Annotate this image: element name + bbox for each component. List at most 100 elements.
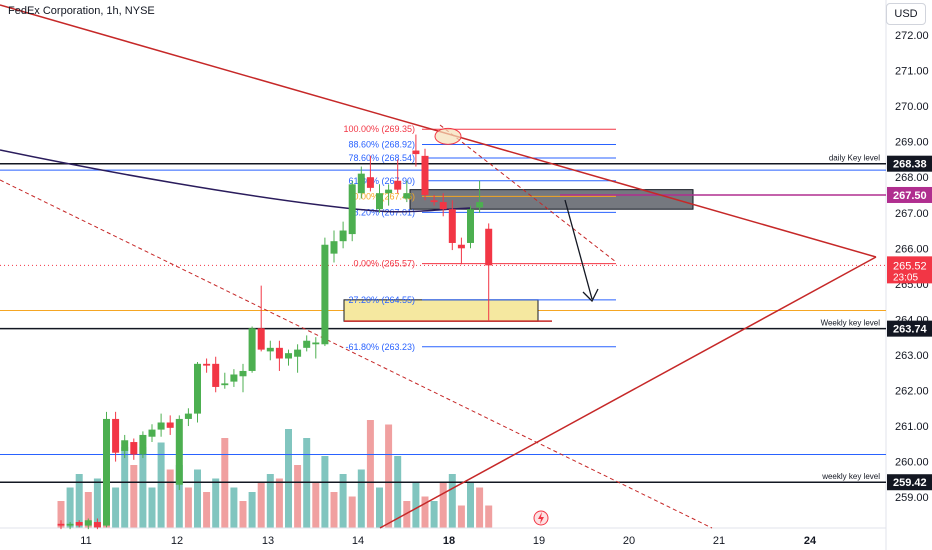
fib-level-label: 78.60% (268.54) xyxy=(348,153,415,163)
candle-body xyxy=(339,230,347,242)
volume-bar xyxy=(230,487,238,528)
time-tick-label: 18 xyxy=(443,535,455,547)
candle-body xyxy=(103,418,110,526)
moving-average-layer xyxy=(0,149,471,213)
candle-body xyxy=(357,173,365,194)
volume-bar xyxy=(175,465,183,528)
volume-bar xyxy=(239,501,247,528)
candle-body xyxy=(230,374,238,382)
candle-body xyxy=(385,189,393,194)
candle-body xyxy=(285,353,292,359)
volume-bar xyxy=(66,487,74,528)
price-tick-label: 259.00 xyxy=(895,492,929,504)
volume-bar xyxy=(376,487,383,528)
volume-bar xyxy=(330,492,338,528)
time-tick-label: 24 xyxy=(804,535,817,547)
volume-bar xyxy=(439,483,447,528)
volume-bar xyxy=(221,438,229,528)
volume-bar xyxy=(203,492,211,528)
candle-body xyxy=(394,180,402,190)
candle-body xyxy=(175,418,183,485)
candle-body xyxy=(457,244,465,249)
volume-bar xyxy=(248,492,256,528)
volume-bar xyxy=(339,474,347,528)
volume-bar xyxy=(57,501,65,528)
volume-bar xyxy=(75,474,83,528)
volume-bar xyxy=(403,501,411,528)
price-axis[interactable]: 259.00260.00261.00262.00263.00264.00265.… xyxy=(887,30,932,504)
volume-bar xyxy=(430,501,438,528)
last-price-label: 265.52 xyxy=(893,260,927,272)
price-tick-label: 269.00 xyxy=(895,137,929,149)
candle-body xyxy=(203,363,211,366)
price-tick-label: 262.00 xyxy=(895,386,929,398)
candle-body xyxy=(184,413,192,419)
price-badge-label: 263.74 xyxy=(893,324,928,336)
time-tick-label: 20 xyxy=(623,535,635,547)
currency-button[interactable]: USD xyxy=(886,3,926,25)
volume-bar xyxy=(412,483,420,528)
candles-layer xyxy=(57,134,493,530)
volume-bar xyxy=(266,474,274,528)
lightning-glyph xyxy=(538,512,544,524)
volume-bar xyxy=(212,478,220,528)
volume-bar xyxy=(130,465,138,528)
candle-body xyxy=(112,418,120,453)
candle-body xyxy=(485,228,493,266)
time-axis[interactable]: 11 12 13 14 18 19 20 21 24 xyxy=(80,535,817,547)
fib-level-label: 38.20% (267.01) xyxy=(348,207,415,217)
candle-body xyxy=(275,347,283,359)
candle-body xyxy=(139,434,147,455)
price-tick-label: 261.00 xyxy=(895,421,929,433)
price-badge-label: 267.50 xyxy=(893,190,927,202)
key-level-label: weekly key level xyxy=(821,472,880,481)
volume-bar xyxy=(184,487,192,528)
volume-bar xyxy=(139,447,147,528)
price-tick-label: 267.00 xyxy=(895,208,929,220)
arrow-head xyxy=(582,288,599,303)
candle-body xyxy=(467,209,474,243)
ascending-trendline xyxy=(379,256,877,529)
price-badge xyxy=(887,320,932,337)
volume-bar xyxy=(321,456,329,528)
volume-bar xyxy=(448,474,456,528)
candle-body xyxy=(330,241,338,254)
candle-body xyxy=(448,209,456,243)
price-badge xyxy=(887,186,932,203)
candle-body xyxy=(348,184,356,235)
price-tick-label: 266.00 xyxy=(895,243,929,255)
moving-average-line xyxy=(0,149,471,213)
price-tick-label: 272.00 xyxy=(895,30,929,42)
fib-level-label: 0.00% (265.57) xyxy=(353,259,415,269)
volume-bar xyxy=(121,447,129,528)
candle-body xyxy=(403,193,411,199)
volume-bar xyxy=(357,469,365,528)
candle-body xyxy=(294,349,302,357)
price-badge xyxy=(887,155,932,172)
key-level-label: Weekly key level xyxy=(821,319,881,328)
volume-bar xyxy=(421,496,429,528)
price-badge-label: 259.42 xyxy=(893,477,927,489)
candle-body xyxy=(157,422,165,430)
annotation-layer xyxy=(434,127,599,526)
price-tick-label: 271.00 xyxy=(895,66,929,78)
chart-title: FedEx Corporation, 1h, NYSE xyxy=(8,5,155,17)
price-badge-label: 268.38 xyxy=(893,159,927,171)
grid-layer xyxy=(0,0,887,550)
candle-body xyxy=(57,523,65,526)
fib-trendline xyxy=(439,124,617,263)
price-badge xyxy=(887,474,932,491)
candle-body xyxy=(130,442,138,455)
volume-bar xyxy=(84,492,92,528)
target-arrow xyxy=(564,199,593,300)
volume-bar xyxy=(285,429,292,528)
countdown-label: 23:05 xyxy=(893,272,918,283)
volume-bar xyxy=(394,456,402,528)
volume-bar xyxy=(294,465,302,528)
time-tick-label: 12 xyxy=(171,535,183,547)
volume-bar xyxy=(485,505,493,528)
price-tick-label: 260.00 xyxy=(895,457,929,469)
volume-bar xyxy=(194,469,201,528)
price-tick-label: 263.00 xyxy=(895,350,929,362)
